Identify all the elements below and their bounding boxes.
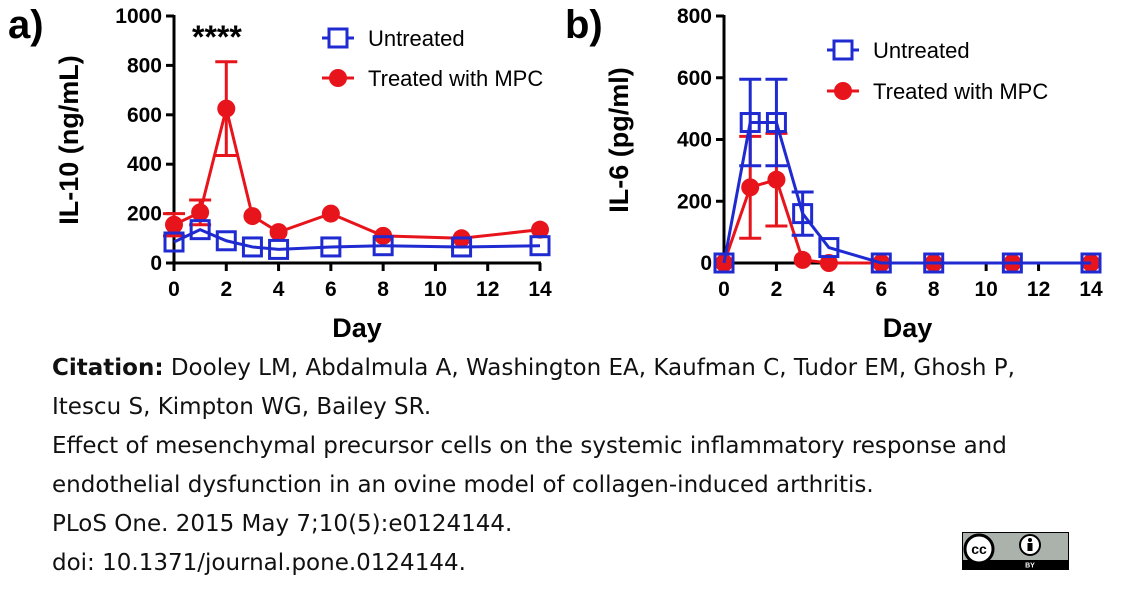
x-tick-label: 14 <box>1079 278 1103 301</box>
citation-authors: Citation: Dooley LM, Abdalmula A, Washin… <box>52 349 1122 388</box>
legend-marker <box>327 27 349 49</box>
y-tick-label: 400 <box>677 129 712 152</box>
citation-title-line2: endothelial dysfunction in an ovine mode… <box>52 472 874 498</box>
data-point <box>1001 252 1023 274</box>
x-tick-label: 10 <box>424 278 447 301</box>
data-point <box>269 223 288 242</box>
x-tick-label: 8 <box>928 278 940 301</box>
y-tick-label: 800 <box>677 5 712 28</box>
x-tick-label: 6 <box>875 278 887 301</box>
data-point <box>741 178 760 197</box>
data-point <box>451 236 473 258</box>
citation-authors-cont: Itescu S, Kimpton WG, Bailey SR. <box>52 394 432 420</box>
data-point <box>1080 252 1102 274</box>
x-tick-label: 4 <box>273 278 285 301</box>
y-tick-label: 600 <box>127 104 162 127</box>
chart-il6: 0 200 400 600 800 0 2 4 6 8 10 12 14 Day IL-6 (pg/ml) U… <box>604 5 1103 343</box>
data-point <box>765 112 787 134</box>
data-point <box>529 235 551 257</box>
significance-annotation: **** <box>192 19 242 55</box>
data-point <box>215 230 237 252</box>
citation-label: Citation: <box>52 355 164 381</box>
y-axis-title: IL-6 (pg/ml) <box>604 67 634 212</box>
y-axis-title: IL-10 (ng/mL) <box>54 55 84 225</box>
y-tick-label: 600 <box>677 67 712 90</box>
x-tick-label: 4 <box>823 278 835 301</box>
data-point <box>767 170 786 189</box>
x-tick-label: 12 <box>476 278 499 301</box>
x-tick-label: 14 <box>528 278 552 301</box>
x-tick-label: 6 <box>325 278 337 301</box>
citation-doi: doi: 10.1371/journal.pone.0124144. <box>52 550 466 576</box>
data-point <box>217 99 236 118</box>
cc-by-icon: cc BY <box>962 532 1069 570</box>
legend-label: Untreated <box>368 26 465 51</box>
data-point <box>792 203 814 225</box>
y-tick-label: 0 <box>700 252 712 275</box>
data-point <box>818 237 840 259</box>
series-line <box>722 177 1091 265</box>
data-point <box>163 231 185 253</box>
data-point <box>739 112 761 134</box>
x-axis-title: Day <box>332 313 382 343</box>
legend: Untreated Treated with MPC <box>827 38 1048 104</box>
x-tick-label: 8 <box>377 278 389 301</box>
y-tick-label: 800 <box>127 54 162 77</box>
data-point <box>321 204 340 223</box>
data-point <box>241 236 263 258</box>
x-tick-label: 12 <box>1027 278 1050 301</box>
legend-label: Untreated <box>873 38 970 63</box>
cc-text: cc <box>971 541 987 557</box>
data-point <box>268 238 290 260</box>
x-tick-label: 2 <box>220 278 232 301</box>
data-point <box>191 203 210 222</box>
legend-label: Treated with MPC <box>873 79 1048 104</box>
chart-il10: 0 200 400 600 800 1000 0 2 4 6 8 10 12 14 Day IL-10 (ng… <box>54 5 552 343</box>
series-line <box>722 121 1091 265</box>
data-point <box>372 235 394 257</box>
series-untreated <box>163 219 551 260</box>
y-tick-label: 200 <box>677 190 712 213</box>
data-point <box>793 250 812 269</box>
y-tick-label: 1000 <box>115 5 162 28</box>
panel-a-letter: a) <box>8 3 44 47</box>
by-text: BY <box>1025 563 1035 570</box>
citation-journal: PLoS One. 2015 May 7;10(5):e0124144. <box>52 511 513 537</box>
x-tick-label: 0 <box>718 278 730 301</box>
data-point <box>819 254 838 272</box>
legend-marker <box>832 39 854 61</box>
legend: Untreated Treated with MPC <box>322 26 543 91</box>
x-tick-label: 2 <box>771 278 783 301</box>
citation-authors-text: Dooley LM, Abdalmula A, Washington EA, K… <box>163 355 1015 381</box>
citation-block: Citation: Dooley LM, Abdalmula A, Washin… <box>52 349 1122 583</box>
data-point <box>870 252 892 274</box>
data-point <box>189 219 211 241</box>
x-axis-title: Day <box>883 313 933 343</box>
data-point <box>165 215 183 234</box>
series-untreated <box>713 77 1102 274</box>
y-tick-label: 0 <box>150 252 162 275</box>
data-point <box>531 220 549 239</box>
data-point <box>713 252 735 274</box>
data-point <box>320 236 342 258</box>
legend-marker <box>834 82 852 100</box>
panel-b-letter: b) <box>565 3 603 47</box>
citation-title-line1: Effect of mesenchymal precursor cells on… <box>52 433 1007 459</box>
series-line <box>173 108 541 240</box>
series-treated <box>715 131 1100 272</box>
y-tick-label: 200 <box>127 203 162 226</box>
data-point <box>923 252 945 274</box>
x-tick-label: 10 <box>974 278 997 301</box>
y-tick-label: 400 <box>127 153 162 176</box>
legend-marker <box>329 69 347 87</box>
legend-label: Treated with MPC <box>368 66 543 91</box>
x-tick-label: 0 <box>168 278 180 301</box>
data-point <box>243 207 262 226</box>
